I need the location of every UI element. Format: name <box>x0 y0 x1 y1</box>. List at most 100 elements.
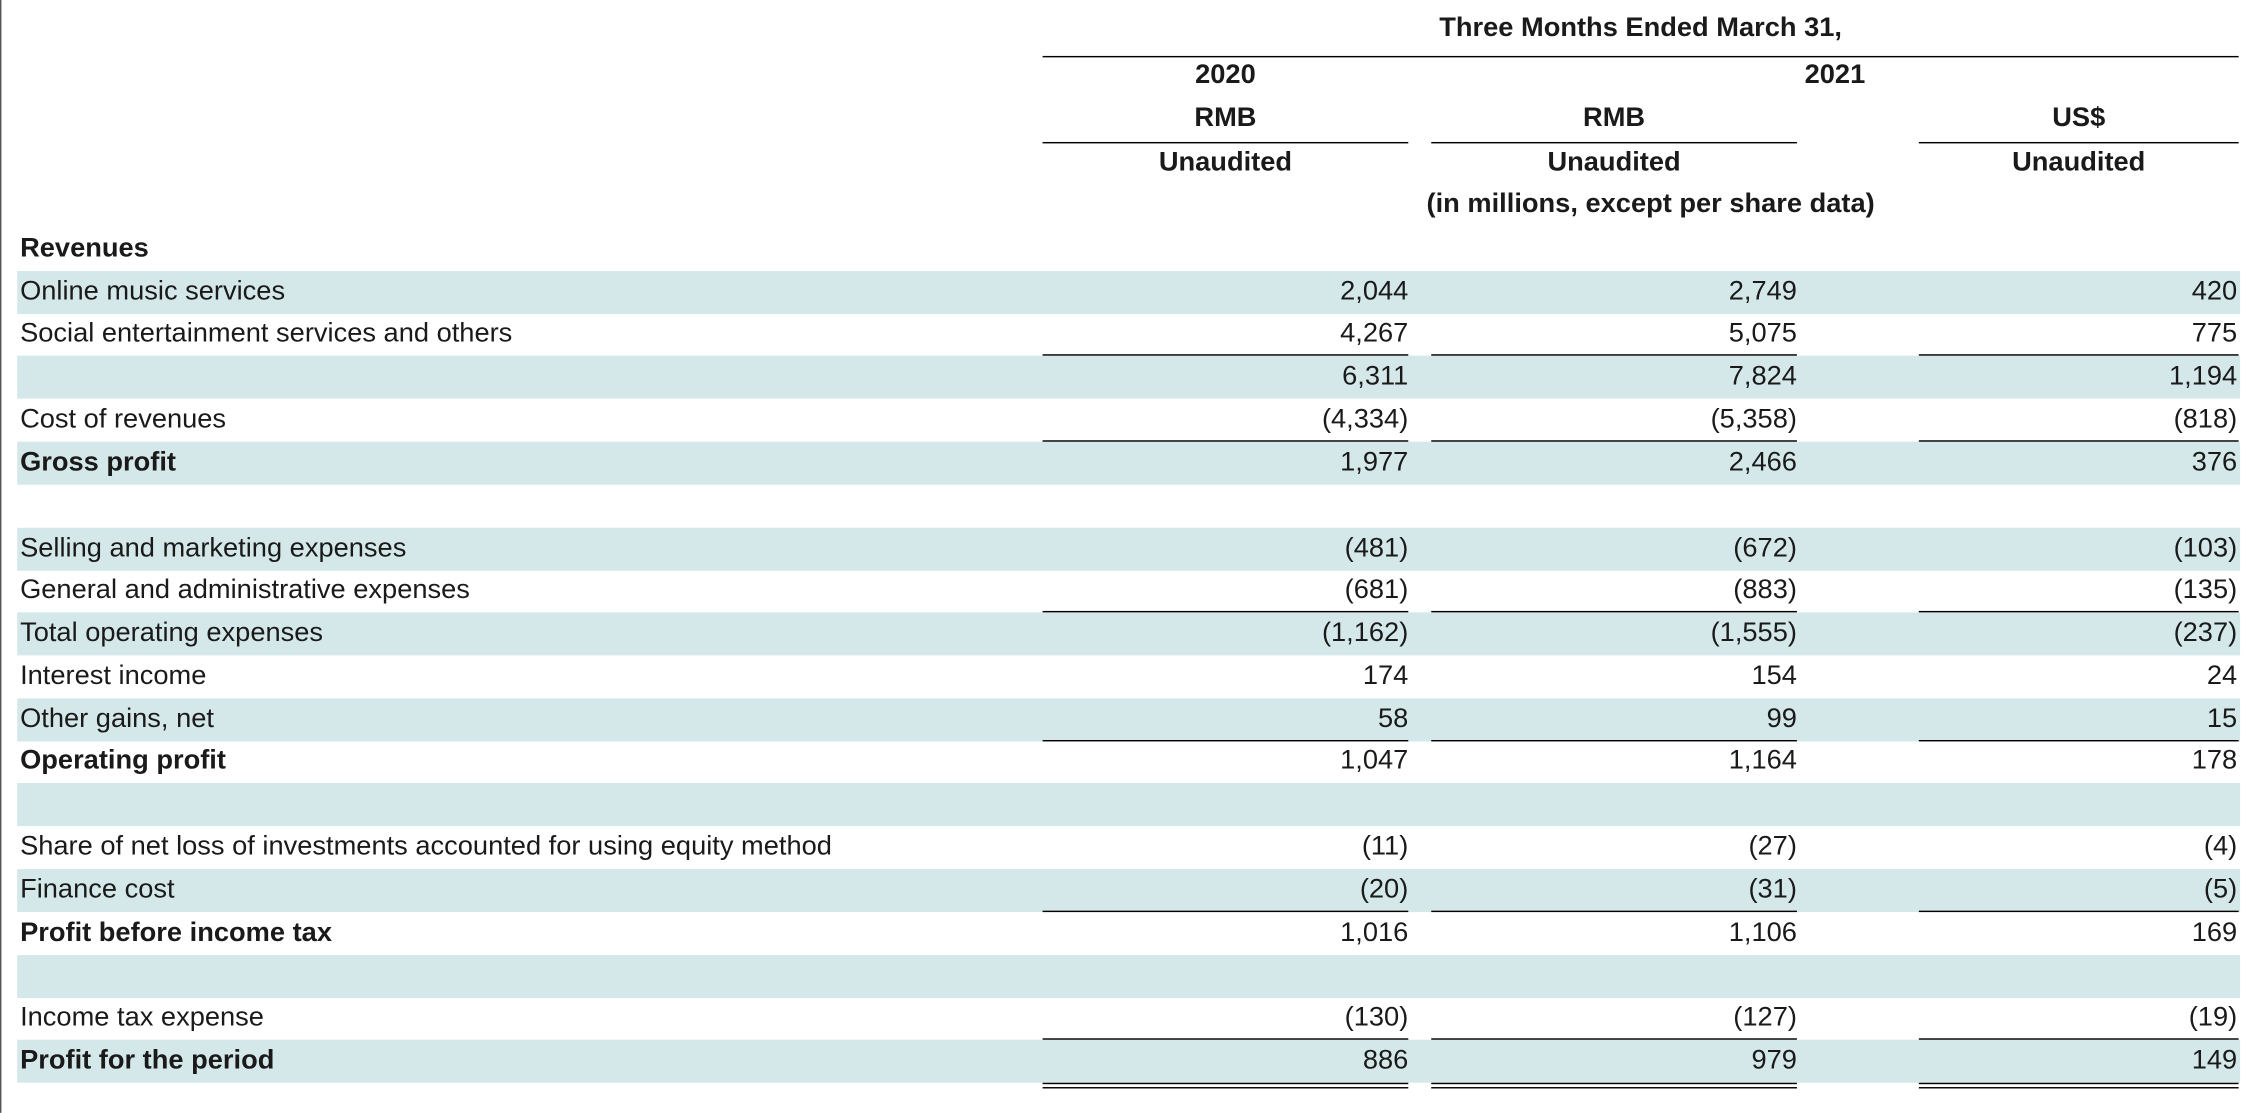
row-label: Other gains, net <box>20 704 214 735</box>
period-header-rule <box>1042 55 2239 58</box>
value-2021-rmb: 2,749 <box>1728 276 1797 307</box>
table-row-share-of-net-loss: Share of net loss of investments account… <box>17 826 2240 869</box>
row-label: Cost of revenues <box>20 404 227 435</box>
value-2021-rmb: 5,075 <box>1728 318 1797 349</box>
subtotal-rule-period-col2 <box>1431 1038 1797 1040</box>
subtotal-rule-gross-col2 <box>1431 440 1797 442</box>
value-2020-rmb: 886 <box>1362 1045 1409 1076</box>
total-double-rule-col1 <box>1042 1082 1409 1089</box>
table-row-spacer <box>17 485 2240 528</box>
subtotal-rule-pbt-col2 <box>1431 910 1797 913</box>
row-label: Finance cost <box>20 874 175 905</box>
value-2021-rmb: 1,164 <box>1728 745 1797 776</box>
value-2020-rmb: 4,267 <box>1340 318 1409 349</box>
value-2020-rmb: 2,044 <box>1340 276 1409 307</box>
value-2021-rmb: 99 <box>1766 704 1797 735</box>
subtotal-rule-opex-col1 <box>1042 610 1409 613</box>
value-2021-usd: 420 <box>2191 276 2238 307</box>
row-label: Profit for the period <box>20 1045 275 1076</box>
col2-status: Unaudited <box>1547 147 1681 178</box>
total-double-rule-col2 <box>1431 1082 1797 1089</box>
subtotal-rule-gross-col3 <box>1918 440 2239 442</box>
table-row-social-entertainment: Social entertainment services and others… <box>17 313 2240 356</box>
value-2021-usd: (4) <box>2203 831 2238 862</box>
year-2021-header: 2021 <box>1804 60 1866 91</box>
value-2021-usd: 1,194 <box>2169 361 2238 392</box>
row-label: Revenues <box>20 233 149 264</box>
table-row-finance-cost: Finance cost (20) (31) (5) <box>17 869 2241 913</box>
value-2021-usd: 149 <box>2191 1045 2238 1076</box>
value-2021-rmb: (672) <box>1733 533 1797 564</box>
value-2020-rmb: 58 <box>1377 704 1409 735</box>
row-label: Profit before income tax <box>20 917 332 948</box>
value-2021-usd: 15 <box>2206 704 2238 735</box>
value-2021-usd: 169 <box>2191 917 2238 948</box>
col3-status: Unaudited <box>2012 147 2146 178</box>
value-2020-rmb: (130) <box>1344 1002 1409 1033</box>
col3-header-rule <box>1918 141 2239 144</box>
col2-header-rule <box>1431 141 1797 144</box>
value-2021-usd: (103) <box>2173 533 2238 564</box>
row-label: Share of net loss of investments account… <box>20 831 832 862</box>
value-2021-usd: (237) <box>2173 618 2238 649</box>
row-label: Total operating expenses <box>20 618 324 649</box>
value-2020-rmb: 174 <box>1362 661 1409 692</box>
row-label: Income tax expense <box>20 1002 264 1033</box>
value-2020-rmb: 1,047 <box>1340 745 1409 776</box>
table-row-cost-of-revenues: Cost of revenues (4,334) (5,358) (818) <box>17 399 2240 442</box>
row-label: Online music services <box>20 276 286 307</box>
subtotal-rule-period-col1 <box>1042 1038 1409 1040</box>
units-note: (in millions, except per share data) <box>1426 189 1875 220</box>
value-2021-rmb: 1,106 <box>1728 917 1797 948</box>
total-double-rule-col3 <box>1918 1082 2239 1089</box>
value-2021-usd: (5) <box>2203 874 2238 905</box>
table-row-income-tax: Income tax expense (130) (127) (19) <box>17 997 2240 1040</box>
value-2021-rmb: (5,358) <box>1710 404 1797 435</box>
value-2020-rmb: (481) <box>1344 533 1409 564</box>
value-2021-usd: (19) <box>2188 1002 2238 1033</box>
value-2020-rmb: (11) <box>1361 831 1409 862</box>
period-header: Three Months Ended March 31, <box>1439 12 1842 44</box>
subtotal-rule-opex-col3 <box>1918 610 2239 613</box>
value-2021-rmb: (27) <box>1748 831 1797 862</box>
table-row-other-gains: Other gains, net 58 99 15 <box>17 698 2241 742</box>
subtotal-rule-pbt-col3 <box>1918 910 2239 913</box>
value-2021-rmb: 2,466 <box>1728 447 1797 478</box>
value-2021-usd: 775 <box>2191 318 2238 349</box>
value-2021-usd: 178 <box>2191 745 2238 776</box>
value-2020-rmb: 6,311 <box>1342 361 1409 392</box>
table-row-revenues: Revenues <box>17 228 2240 271</box>
subtotal-rule-period-col3 <box>1918 1038 2239 1040</box>
value-2020-rmb: (1,162) <box>1321 618 1409 649</box>
table-row-online-music: Online music services 2,044 2,749 420 <box>17 271 2241 315</box>
table-row-profit-for-period: Profit for the period 886 979 149 <box>17 1039 2241 1083</box>
subtotal-rule-opex-col2 <box>1431 610 1797 613</box>
value-2020-rmb: (681) <box>1344 575 1409 606</box>
col2-currency: RMB <box>1583 103 1646 134</box>
value-2021-rmb: 154 <box>1751 661 1797 692</box>
value-2021-rmb: 979 <box>1751 1045 1797 1076</box>
table-row-interest-income: Interest income 174 154 24 <box>17 655 2240 698</box>
table-row-operating-profit: Operating profit 1,047 1,164 178 <box>17 740 2240 783</box>
col1-currency: RMB <box>1194 103 1257 134</box>
row-label: Operating profit <box>20 745 226 776</box>
row-label: General and administrative expenses <box>20 575 470 606</box>
table-row-total-operating-expenses: Total operating expenses (1,162) (1,555)… <box>17 612 2241 656</box>
value-2021-rmb: (1,555) <box>1710 618 1797 649</box>
value-2021-usd: (135) <box>2173 575 2238 606</box>
row-label: Interest income <box>20 661 207 692</box>
value-2021-rmb: (127) <box>1733 1002 1797 1033</box>
table-row-gross-profit: Gross profit 1,977 2,466 376 <box>17 441 2241 485</box>
value-2021-usd: 24 <box>2206 661 2238 692</box>
row-label: Social entertainment services and others <box>20 318 513 349</box>
subtotal-rule-revenues-col2 <box>1431 354 1797 356</box>
subtotal-rule-operating-col2 <box>1431 739 1797 742</box>
value-2021-rmb: (31) <box>1748 874 1797 905</box>
value-2021-rmb: 7,824 <box>1728 361 1797 392</box>
value-2020-rmb: 1,016 <box>1340 917 1409 948</box>
value-2021-usd: 376 <box>2191 447 2238 478</box>
row-label: Selling and marketing expenses <box>20 533 407 564</box>
table-row-general-admin: General and administrative expenses (681… <box>17 569 2240 612</box>
value-2020-rmb: 1,977 <box>1340 447 1409 478</box>
